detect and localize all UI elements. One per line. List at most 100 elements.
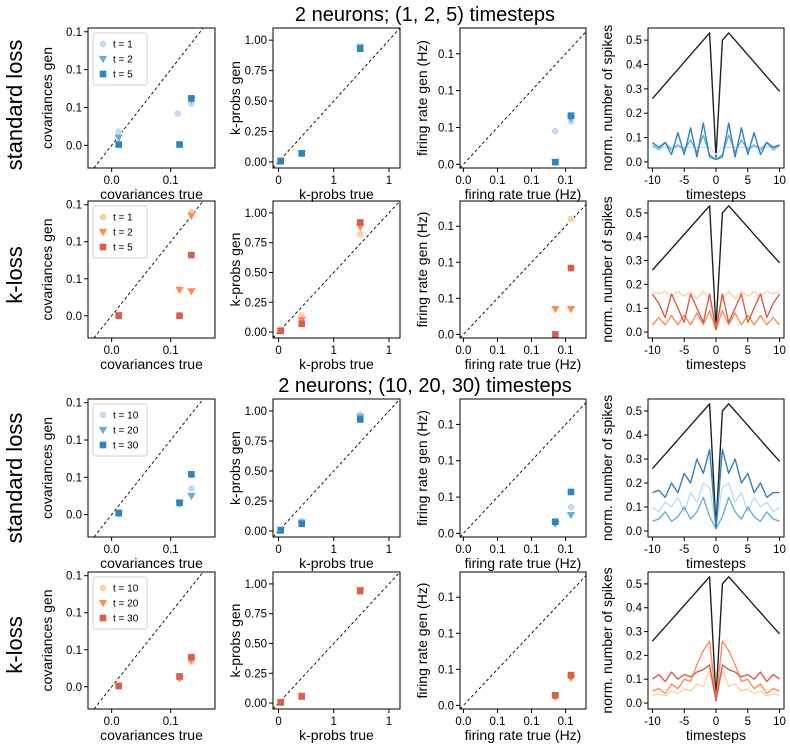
data-point [277,158,285,165]
y-tick-label: 0.5 [626,579,642,591]
y-tick-label: 0.1 [66,608,82,620]
legend-entry: t = 2 [113,228,133,239]
data-point [567,503,575,511]
x-tick-label: 0.1 [163,175,179,187]
legend-marker [99,614,107,622]
x-tick-label: 5 [745,175,751,187]
plot-frame [87,200,216,339]
y-tick-label: 0.2 [626,108,642,120]
y-tick-label: 0.5 [626,406,642,418]
x-tick-label: 0.0 [455,716,471,728]
plot-frame [272,27,401,169]
y-tick-label: 0.1 [626,303,642,315]
y-tick-label: 0.3 [626,84,642,96]
y-axis-label: covariances gen [39,590,55,692]
data-point [552,518,559,526]
plot-frame [272,571,401,710]
x-tick-label: 0 [713,716,719,728]
x-tick-label: -5 [679,345,689,357]
x-axis-label: firing rate true (Hz) [465,356,582,372]
data-point [175,286,184,295]
y-tick-label: 0.1 [66,237,82,249]
series-line [651,403,781,527]
x-tick-label: -10 [644,175,661,187]
y-axis-label: k-probs gen [227,233,243,307]
data-point [298,150,306,157]
y-axis-label: firing rate gen (Hz) [414,40,430,156]
y-tick-label: 0.75 [245,238,267,250]
x-tick-label: 1 [386,716,392,728]
y-tick-label: 0.1 [66,65,82,77]
x-axis-label: k-probs true [299,555,374,571]
plot-frame [87,398,216,538]
series-line [651,205,781,328]
identity-line [273,572,400,709]
x-tick-label: 0.1 [524,345,540,357]
y-tick-label: 0.25 [245,126,267,138]
data-point [176,141,183,148]
y-tick-label: 0.50 [245,466,267,478]
plot-frame [459,200,587,339]
y-tick-label: 0.1 [438,492,454,504]
x-axis-label: k-probs true [299,356,374,372]
identity-line [460,31,586,168]
x-axis-label: k-probs true [299,727,374,743]
x-axis-label: timesteps [686,727,746,743]
y-tick-label: 0.1 [66,571,82,583]
x-tick-label: 0.0 [104,544,120,556]
data-point [176,499,183,506]
y-tick-label: 0.1 [438,456,454,468]
x-tick-label: 1 [386,544,392,556]
data-point [277,699,285,706]
series-line [651,576,781,699]
plot-area [93,201,204,338]
y-tick-label: 0.1 [626,674,642,686]
identity-line [93,28,204,168]
x-axis-label: covariances true [100,186,203,202]
x-tick-label: 0 [275,175,281,187]
plot-area [651,205,781,331]
y-tick-label: 0.75 [245,66,267,78]
plot-area [273,399,400,537]
legend-entry: t = 20 [113,426,139,437]
data-point [356,587,364,595]
x-tick-label: 0.1 [489,716,505,728]
x-tick-label: -5 [679,544,689,556]
y-tick-label: 0.0 [626,698,642,710]
legend-entry: t = 30 [113,441,139,452]
series-line [651,32,781,158]
legend-marker [98,55,108,64]
legend-box [92,205,148,259]
panel-r1-c4: -10 -5 0 5 10 0.0 0.1 0.2 0.3 0.4 0.5 timesteps norm… [599,25,786,202]
y-axis-label: norm. number of spikes [599,25,615,171]
y-tick-label: 1.00 [245,208,267,220]
x-tick-label: 0 [713,175,719,187]
row-label-1: standard loss [2,40,27,171]
data-point [277,527,285,534]
plot-frame [459,571,587,710]
data-point [552,158,559,166]
x-axis-label: covariances true [100,727,203,743]
x-tick-label: 0.1 [489,175,505,187]
panel-r3-c4: -10 -5 0 5 10 0.0 0.1 0.2 0.3 0.4 0.5 timesteps norm… [599,395,786,571]
y-axis-label: firing rate gen (Hz) [414,583,430,699]
plot-area [93,28,204,168]
legend-entry: t = 5 [113,70,133,81]
y-tick-label: 0.4 [626,430,643,442]
data-point [552,331,559,338]
plot-area [460,575,586,709]
panel-r4-c2: 0 1 1 0.00 0.25 0.50 0.75 1.00 k-probs true k-pro… [227,571,401,743]
x-tick-label: 0.1 [558,175,574,187]
y-axis-label: firing rate gen (Hz) [414,212,430,328]
y-tick-label: 0.1 [438,221,454,233]
y-tick-label: 0.0 [66,682,82,694]
x-axis-label: timesteps [686,356,746,372]
y-axis-label: covariances gen [39,219,55,321]
